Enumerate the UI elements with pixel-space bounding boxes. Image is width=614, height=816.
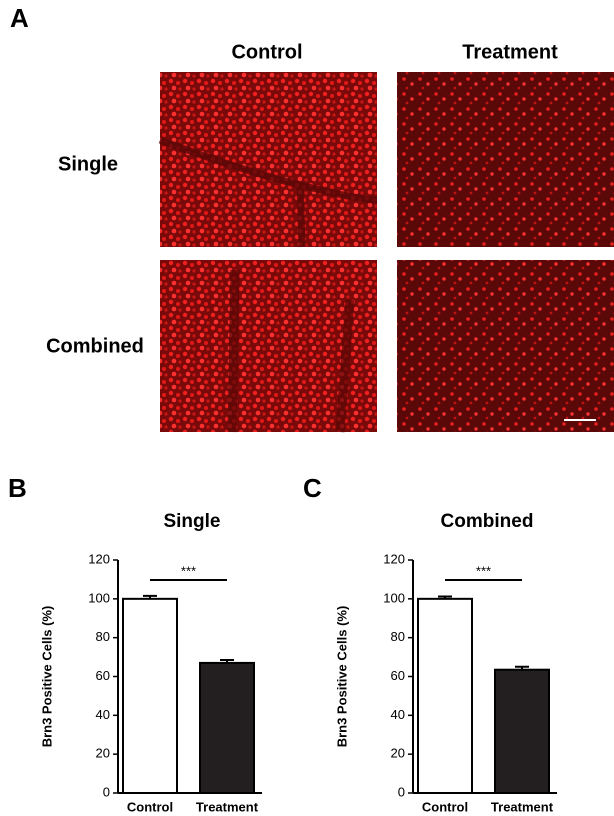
y-tick-label: 20 <box>391 746 405 761</box>
error-bar <box>220 658 234 663</box>
significance-label: *** <box>476 563 491 578</box>
y-tick-label: 120 <box>383 551 405 566</box>
y-tick-label: 20 <box>96 746 110 761</box>
bar <box>494 668 550 794</box>
vessel <box>158 136 378 248</box>
x-tick-label: Treatment <box>196 799 259 814</box>
error-bar <box>143 594 157 599</box>
panel-label: A <box>10 3 29 33</box>
y-tick-label: 120 <box>88 551 110 566</box>
y-tick-label: 40 <box>96 707 110 722</box>
bar <box>199 661 255 794</box>
error-bar <box>438 595 452 599</box>
y-tick-label: 100 <box>88 590 110 605</box>
micrograph <box>160 72 377 247</box>
micrograph <box>397 72 614 247</box>
column-label: Treatment <box>462 41 558 63</box>
x-tick-label: Treatment <box>491 799 554 814</box>
y-axis-label: Brn3 Positive Cells (%) <box>334 606 349 748</box>
y-tick-label: 80 <box>96 629 110 644</box>
vessel <box>227 269 355 433</box>
chart-title: Single <box>163 511 220 532</box>
micrograph <box>397 260 614 432</box>
row-label: Single <box>58 153 118 175</box>
column-label: Control <box>231 41 302 63</box>
y-axis-label: Brn3 Positive Cells (%) <box>39 606 54 748</box>
y-tick-label: 80 <box>391 629 405 644</box>
y-tick-label: 0 <box>103 784 110 799</box>
bar <box>417 597 473 794</box>
x-tick-label: Control <box>422 799 468 814</box>
chart-title: Combined <box>441 511 534 532</box>
row-label: Combined <box>46 335 144 357</box>
y-tick-label: 0 <box>398 784 405 799</box>
bar <box>122 597 178 794</box>
error-bar <box>515 665 529 670</box>
y-tick-label: 60 <box>391 668 405 683</box>
y-tick-label: 40 <box>391 707 405 722</box>
x-tick-label: Control <box>127 799 173 814</box>
significance-label: *** <box>181 563 196 578</box>
y-tick-label: 60 <box>96 668 110 683</box>
y-tick-label: 100 <box>383 590 405 605</box>
panel-label: C <box>303 473 322 503</box>
panel-label: B <box>8 473 27 503</box>
